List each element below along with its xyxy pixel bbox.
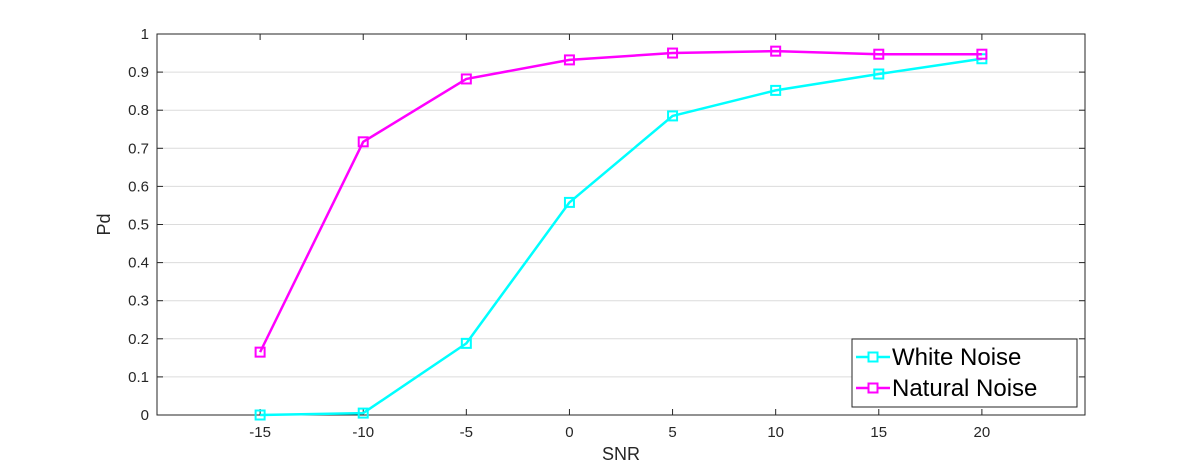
- x-tick-label: 20: [974, 424, 991, 441]
- legend: White Noise Natural Noise: [851, 338, 1078, 408]
- y-tick-label: 0.4: [128, 255, 149, 272]
- data-point-marker: [667, 110, 679, 122]
- x-tick-label: -5: [460, 424, 473, 441]
- y-tick-label: 0: [141, 407, 149, 424]
- x-axis-label: SNR: [602, 444, 640, 464]
- series-group: [254, 45, 988, 421]
- x-tick-label: 15: [870, 424, 887, 441]
- series-natural-noise: [254, 45, 988, 358]
- x-tick-label: -15: [249, 424, 271, 441]
- data-point-marker: [770, 45, 782, 57]
- data-point-marker: [357, 136, 369, 148]
- data-point-marker: [976, 48, 988, 60]
- data-point-marker: [770, 84, 782, 96]
- data-point-marker: [873, 48, 885, 60]
- x-tick-label: -10: [352, 424, 374, 441]
- x-tick-label: 0: [565, 424, 573, 441]
- x-tick-label: 10: [767, 424, 784, 441]
- data-point-marker: [254, 346, 266, 358]
- data-point-marker: [460, 337, 472, 349]
- y-tick-label: 0.8: [128, 102, 149, 119]
- series-line: [260, 57, 983, 417]
- data-point-marker: [873, 68, 885, 80]
- y-tick-label: 0.5: [128, 217, 149, 234]
- x-tick-label: 5: [668, 424, 676, 441]
- series-line: [258, 49, 982, 353]
- legend-label: Natural Noise: [892, 375, 1037, 402]
- y-tick-label: 0.7: [128, 140, 149, 157]
- data-point-marker: [460, 73, 472, 85]
- series-white-noise: [254, 53, 988, 421]
- data-point-marker: [357, 407, 369, 419]
- data-point-marker: [563, 196, 575, 208]
- legend-label: White Noise: [892, 344, 1021, 371]
- legend-swatch-marker: [867, 382, 879, 394]
- legend-swatch-marker: [867, 351, 879, 363]
- data-point-marker: [563, 54, 575, 66]
- y-tick-label: 0.9: [128, 64, 149, 81]
- y-axis-label: Pd: [94, 213, 114, 235]
- y-tick-label: 0.1: [128, 369, 149, 386]
- data-point-marker: [667, 47, 679, 59]
- y-tick-label: 1: [141, 26, 149, 43]
- y-tick-label: 0.2: [128, 331, 149, 348]
- legend-box: [851, 338, 1078, 408]
- y-tick-label: 0.3: [128, 293, 149, 310]
- y-tick-label: 0.6: [128, 178, 149, 195]
- data-point-marker: [254, 409, 266, 421]
- grid-lines: [157, 71, 1085, 378]
- axis-ticks: 0 0.1 0.2 0.3 0.4 0.5 0.6 0.7 0.8 0.9 1 -15 -10 -5 0 5 1…: [128, 26, 1085, 441]
